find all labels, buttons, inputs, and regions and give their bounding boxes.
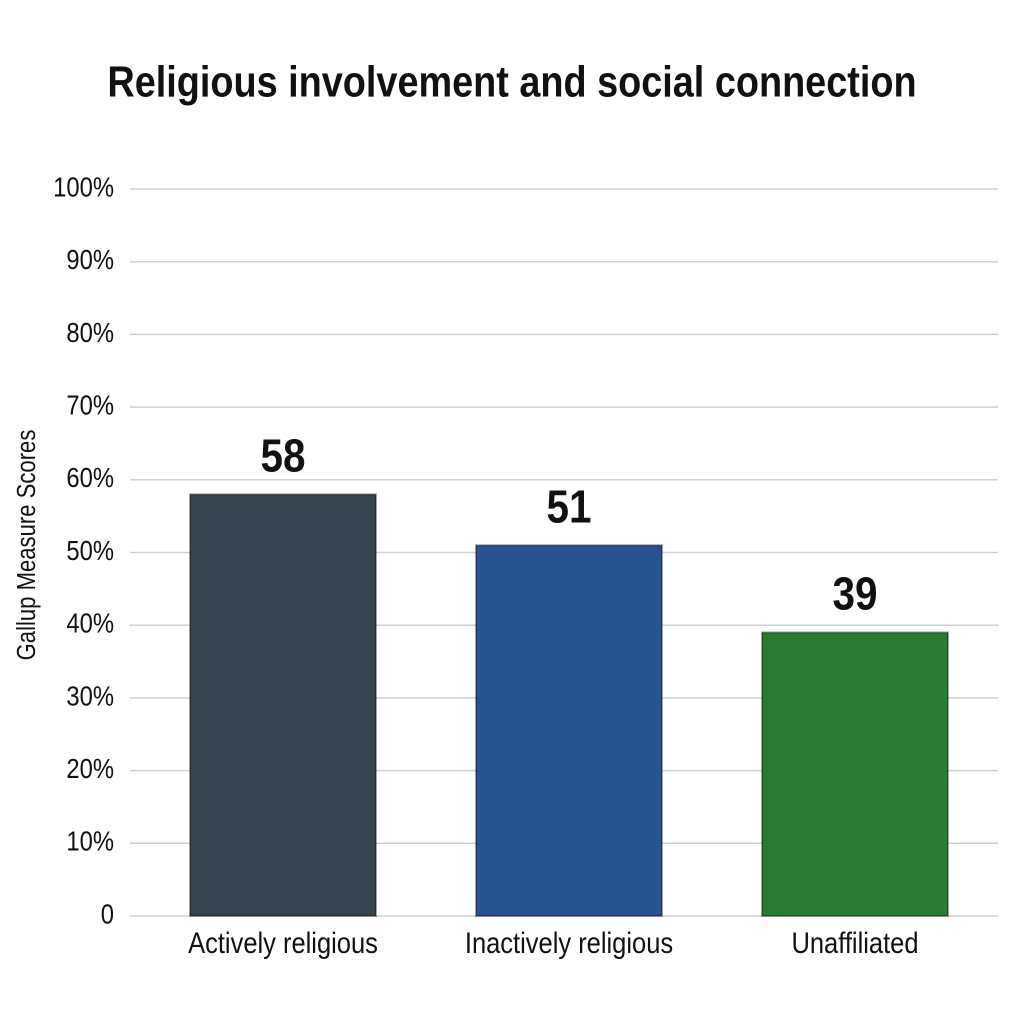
y-tick-label: 10% — [66, 825, 114, 857]
y-tick-label: 50% — [66, 534, 114, 566]
y-tick-label: 20% — [66, 752, 114, 784]
bar — [475, 544, 663, 917]
y-tick-label: 40% — [66, 607, 114, 639]
value-label: 58 — [260, 431, 305, 482]
value-label: 51 — [546, 482, 591, 533]
x-tick-label: Unaffiliated — [791, 926, 918, 959]
x-tick-label: Actively religious — [188, 926, 378, 959]
y-tick-label: 30% — [66, 679, 114, 711]
y-tick-label: 0 — [101, 898, 114, 930]
y-axis-label: Gallup Measure Scores — [12, 430, 41, 661]
y-tick-label: 80% — [66, 316, 114, 348]
value-label: 39 — [832, 569, 877, 620]
x-tick-label: Inactively religious — [465, 926, 673, 959]
bar — [761, 631, 949, 917]
y-tick-label: 60% — [66, 461, 114, 493]
chart-title: Religious involvement and social connect… — [107, 57, 916, 106]
y-tick-label: 90% — [66, 243, 114, 275]
bar — [189, 493, 377, 917]
y-tick-label: 100% — [53, 171, 114, 203]
y-tick-label: 70% — [66, 389, 114, 421]
